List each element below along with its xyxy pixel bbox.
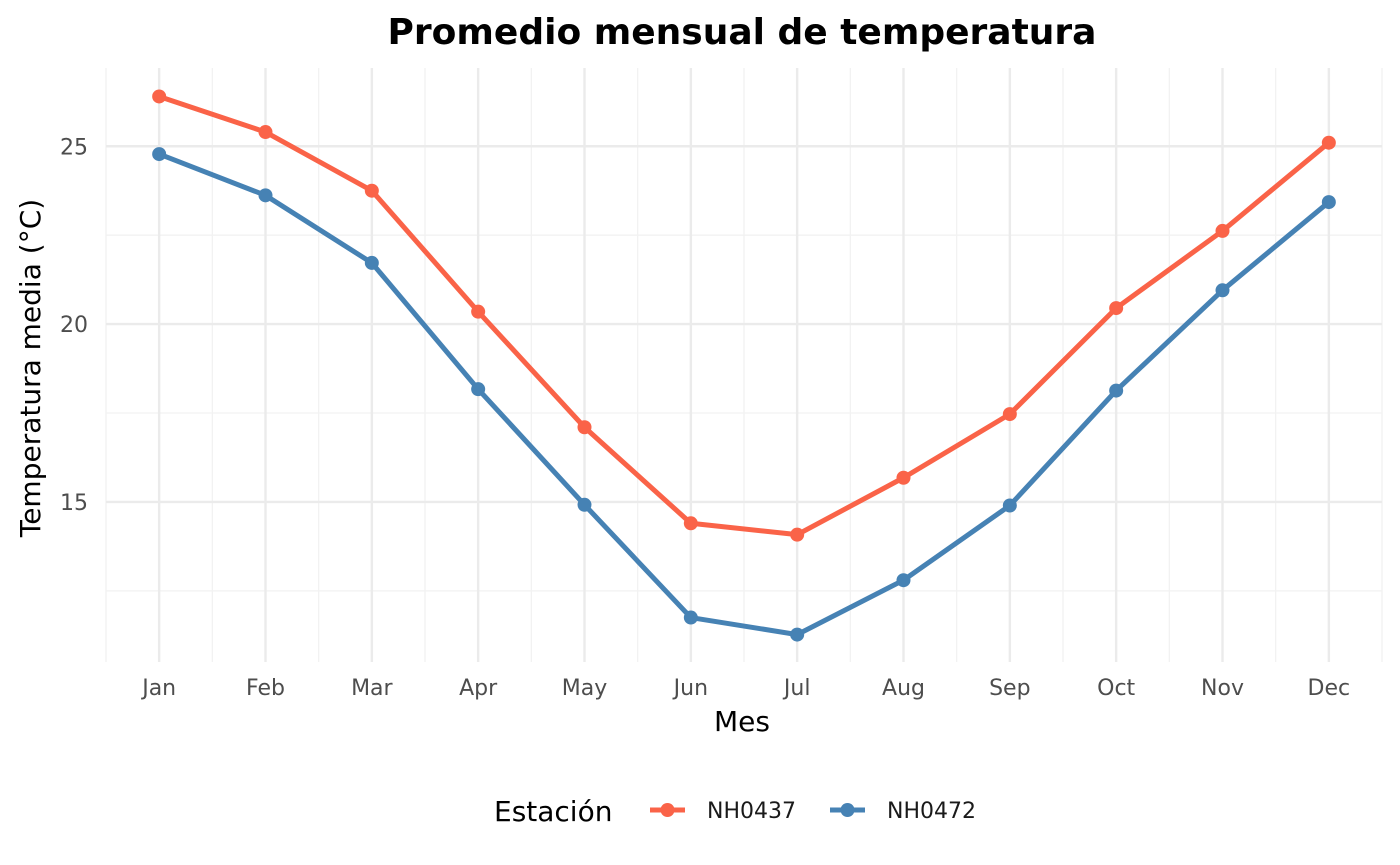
x-tick-label: Nov (1201, 676, 1244, 701)
data-point-NH0472 (1215, 283, 1230, 298)
data-point-NH0437 (1215, 223, 1230, 238)
x-axis-tick-labels: Jan Feb Mar Apr May Jun Jul Aug Sep Oct Nov Dec (140, 676, 1350, 701)
data-point-NH0437 (1002, 407, 1017, 422)
data-point-NH0472 (577, 497, 592, 512)
legend-title: Estación (494, 795, 612, 828)
data-point-NH0472 (258, 188, 273, 203)
x-tick-label: Jul (782, 676, 811, 701)
data-point-NH0472 (790, 627, 805, 642)
y-tick-label: 20 (60, 313, 88, 338)
data-point-NH0472 (152, 147, 167, 162)
series-line-NH0437 (156, 93, 1332, 538)
minor-gridlines (105, 68, 1383, 662)
chart-title: Promedio mensual de temperatura (388, 12, 1097, 53)
legend-items: NH0437 NH0472 (650, 799, 976, 824)
x-tick-label: Feb (246, 676, 285, 701)
x-tick-label: Oct (1097, 676, 1135, 701)
x-axis-title: Mes (714, 705, 770, 738)
data-point-NH0472 (1109, 383, 1124, 398)
series-line-NH0472 (156, 151, 1332, 638)
x-tick-label: Jan (140, 676, 176, 701)
series-lines (156, 93, 1332, 638)
y-axis-tick-labels: 15 20 25 (60, 135, 88, 516)
data-point-NH0437 (152, 89, 167, 104)
x-tick-label: Mar (351, 676, 393, 701)
data-point-NH0472 (471, 382, 486, 397)
data-point-NH0437 (364, 183, 379, 198)
data-point-NH0437 (471, 304, 486, 319)
data-point-NH0472 (1002, 498, 1017, 513)
major-gridlines (106, 68, 1382, 662)
x-tick-label: May (562, 676, 607, 701)
data-point-NH0437 (258, 125, 273, 140)
data-point-NH0472 (683, 610, 698, 625)
legend-key-point (660, 803, 675, 817)
y-tick-label: 15 (60, 491, 88, 516)
x-tick-label: Dec (1308, 676, 1351, 701)
data-point-NH0437 (683, 516, 698, 531)
x-tick-label: Aug (882, 676, 925, 701)
legend-label: NH0472 (887, 799, 976, 824)
data-point-NH0437 (790, 527, 805, 542)
x-tick-label: Sep (989, 676, 1030, 701)
legend-key-point (840, 803, 855, 817)
data-point-NH0472 (1321, 195, 1336, 210)
data-point-NH0437 (1321, 135, 1336, 150)
y-axis-title: Temperatura media (°C) (14, 199, 47, 538)
data-point-NH0437 (577, 420, 592, 435)
y-tick-label: 25 (60, 135, 88, 160)
data-point-NH0437 (1109, 301, 1124, 316)
legend: Estación NH0437 NH0472 (494, 795, 976, 828)
data-point-NH0437 (896, 470, 911, 485)
data-point-NH0472 (896, 573, 911, 588)
data-point-NH0472 (364, 255, 379, 270)
x-tick-label: Jun (672, 676, 708, 701)
legend-label: NH0437 (707, 799, 796, 824)
x-tick-label: Apr (459, 676, 498, 701)
series-points (152, 89, 1336, 642)
